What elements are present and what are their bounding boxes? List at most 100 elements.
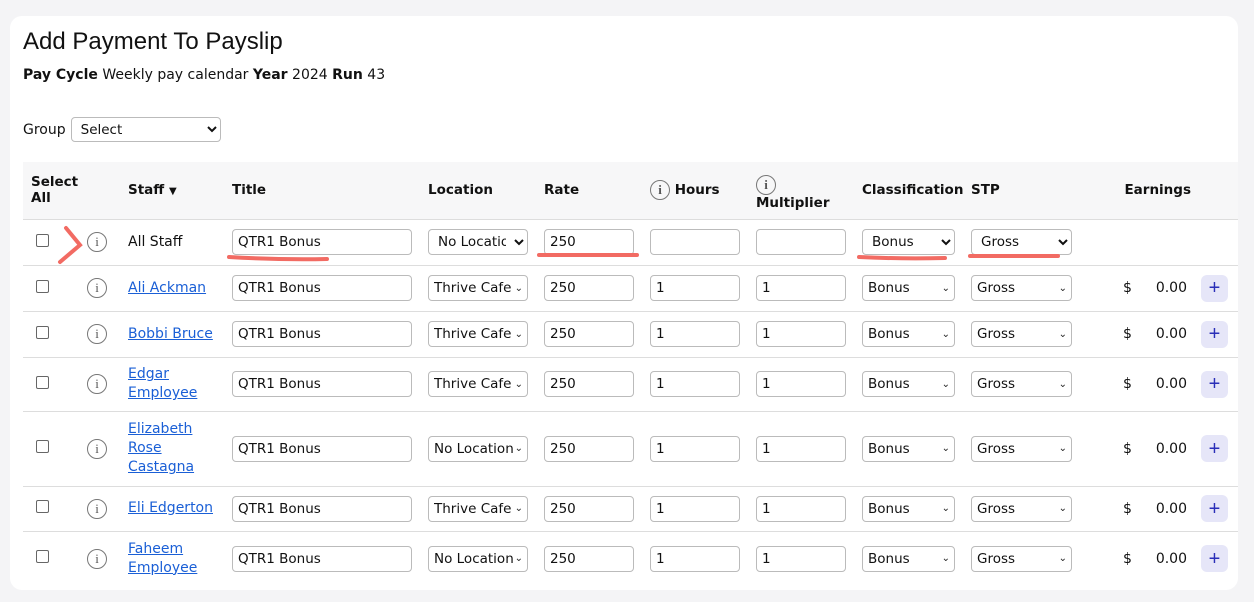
info-circle-icon[interactable]: i (87, 278, 107, 298)
currency-symbol: $ (1123, 550, 1132, 567)
classification-select[interactable]: Bonus ⌄ (862, 371, 955, 397)
multiplier-input[interactable]: 1 (756, 495, 846, 522)
hours-input[interactable]: 1 (650, 275, 740, 301)
earnings-value: 0.00 (1155, 280, 1187, 296)
add-payment-button[interactable]: + (1201, 545, 1228, 573)
hours-input[interactable]: 1 (650, 545, 740, 572)
info-circle-icon[interactable]: i (87, 438, 107, 459)
stp-select[interactable]: Gross ⌄ (971, 275, 1072, 301)
select-all-header[interactable]: Select All (31, 174, 79, 207)
info-circle-icon[interactable]: i (87, 548, 107, 569)
rate-input[interactable] (544, 229, 634, 255)
title-input[interactable]: QTR1 Bonus (232, 435, 412, 462)
hours-input[interactable]: 1 (650, 321, 740, 347)
hours-input[interactable]: 1 (650, 495, 740, 522)
earnings: $0.00 (1101, 376, 1193, 392)
stp-select[interactable]: Gross (971, 229, 1072, 255)
add-payment-button[interactable]: + (1201, 435, 1228, 462)
staff-header[interactable]: Staff ▼ (128, 182, 177, 199)
row-checkbox[interactable] (36, 279, 49, 293)
add-payment-button[interactable]: + (1201, 370, 1228, 398)
rate-input[interactable]: 250 (544, 321, 634, 347)
info-circle-icon[interactable]: i (87, 374, 107, 394)
title-input[interactable]: QTR1 Bonus (232, 495, 412, 522)
stp-select[interactable]: Gross ⌄ (971, 435, 1072, 462)
multiplier-input[interactable]: 1 (756, 275, 846, 301)
title-input[interactable]: QTR1 Bonus (232, 371, 412, 397)
rate-input[interactable]: 250 (544, 495, 634, 522)
row-checkbox[interactable] (36, 325, 49, 339)
chevron-down-icon: ⌄ (514, 443, 523, 454)
chevron-down-icon: ⌄ (1058, 553, 1067, 565)
multiplier-input[interactable] (756, 229, 846, 255)
location-select[interactable]: Thrive Cafe ⌄ (428, 371, 528, 397)
staff-link[interactable]: Bobbi Bruce (128, 325, 213, 342)
pay-cycle-value: Weekly pay calendar (102, 67, 249, 83)
hours-input[interactable] (650, 229, 740, 255)
staff-link[interactable]: Elizabeth Rose Castagna (128, 421, 195, 475)
rate-input[interactable]: 250 (544, 371, 634, 397)
chevron-down-icon: ⌄ (514, 503, 523, 514)
rate-input[interactable]: 250 (544, 275, 634, 301)
stp-select[interactable]: Gross ⌄ (971, 321, 1072, 347)
classification-select[interactable]: Bonus ⌄ (862, 321, 955, 347)
title-input[interactable]: QTR1 Bonus (232, 275, 412, 301)
classification-select[interactable]: Bonus ⌄ (862, 435, 955, 462)
rate-input[interactable]: 250 (544, 545, 634, 572)
multiplier-input[interactable]: 1 (756, 371, 846, 397)
hours-input[interactable]: 1 (650, 371, 740, 397)
row-checkbox[interactable] (36, 440, 49, 453)
location-select[interactable]: No Location ⌄ (428, 435, 528, 462)
plus-icon: + (1208, 373, 1221, 395)
group-label: Group (23, 121, 66, 138)
year-label: Year (252, 67, 288, 83)
earnings-header: Earnings (1124, 182, 1191, 199)
stp-select[interactable]: Gross ⌄ (971, 545, 1072, 572)
location-select[interactable]: No Location (428, 229, 528, 255)
add-payment-button[interactable]: + (1201, 320, 1228, 348)
hours-input[interactable]: 1 (650, 435, 740, 462)
location-select[interactable]: Thrive Cafe ⌄ (428, 321, 528, 347)
location-select[interactable]: Thrive Cafe ⌄ (428, 495, 528, 522)
row-checkbox[interactable] (36, 500, 49, 513)
info-circle-icon[interactable]: i (87, 232, 107, 252)
multiplier-input[interactable]: 1 (756, 435, 846, 462)
chevron-down-icon: ⌄ (514, 282, 523, 294)
stp-select[interactable]: Gross ⌄ (971, 371, 1072, 397)
staff-link[interactable]: Faheem Employee (128, 540, 198, 576)
multiplier-input[interactable]: 1 (756, 545, 846, 572)
title-input[interactable] (232, 229, 412, 255)
plus-icon: + (1208, 277, 1221, 299)
info-circle-icon[interactable]: i (650, 180, 670, 201)
staff-link[interactable]: Edgar Employee (128, 366, 198, 401)
classification-select[interactable]: Bonus (862, 229, 955, 255)
run-value: 43 (367, 67, 386, 83)
multiplier-input[interactable]: 1 (756, 321, 846, 347)
info-circle-icon[interactable]: i (756, 175, 776, 196)
hours-header: i Hours (646, 162, 752, 219)
stp-select[interactable]: Gross ⌄ (971, 495, 1072, 522)
add-payment-button[interactable]: + (1201, 274, 1228, 302)
info-circle-icon[interactable]: i (87, 498, 107, 519)
group-select[interactable]: Select (70, 117, 221, 142)
row-checkbox[interactable] (36, 550, 49, 564)
title-header: Title (232, 182, 267, 199)
title-input[interactable]: QTR1 Bonus (232, 321, 412, 347)
title-input[interactable]: QTR1 Bonus (232, 545, 412, 572)
info-circle-icon[interactable]: i (87, 324, 107, 344)
rate-input[interactable]: 250 (544, 435, 634, 462)
chevron-down-icon: ⌄ (1058, 443, 1067, 454)
row-checkbox[interactable] (36, 375, 49, 389)
caret-down-icon: ▼ (168, 186, 177, 198)
location-select[interactable]: No Location ⌄ (428, 545, 528, 572)
classification-select[interactable]: Bonus ⌄ (862, 275, 955, 301)
classification-select[interactable]: Bonus ⌄ (862, 495, 955, 522)
row-checkbox[interactable] (36, 233, 49, 247)
earnings: $0.00 (1101, 501, 1193, 517)
staff-link[interactable]: Eli Edgerton (128, 500, 213, 516)
chevron-down-icon: ⌄ (941, 378, 950, 390)
location-select[interactable]: Thrive Cafe ⌄ (428, 275, 528, 301)
add-payment-button[interactable]: + (1201, 495, 1228, 522)
classification-select[interactable]: Bonus ⌄ (862, 545, 955, 572)
staff-link[interactable]: Ali Ackman (128, 279, 207, 296)
